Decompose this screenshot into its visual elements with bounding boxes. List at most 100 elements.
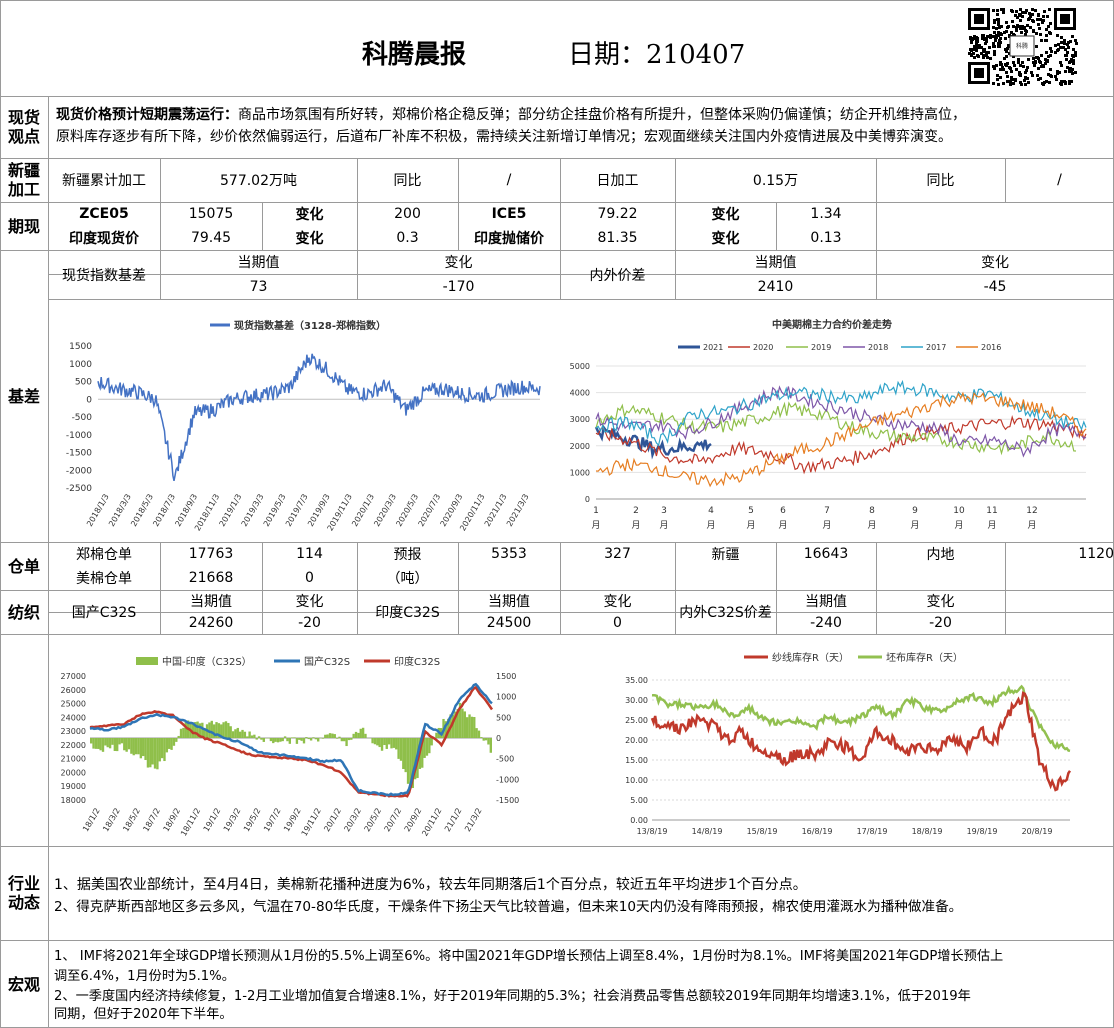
domestic-change-value: -20 bbox=[298, 615, 321, 631]
spot-heading: 现货价格预计短期震荡运行： bbox=[56, 107, 238, 123]
bar bbox=[480, 737, 483, 738]
x-tick-label: 8 bbox=[869, 506, 875, 516]
bar bbox=[454, 711, 457, 738]
bar bbox=[224, 721, 228, 738]
india-reserve-change-label: 变化 bbox=[711, 231, 740, 247]
bar bbox=[118, 738, 121, 745]
x-tick-unit: 月 bbox=[987, 520, 996, 531]
bar bbox=[361, 727, 365, 738]
legend-label: 国产C32S bbox=[304, 655, 350, 668]
bar bbox=[465, 717, 469, 738]
industry-line-1: 1、据美国农业部统计，至4月4日，美棉新花播种进度为6%，较去年同期落后1个百分… bbox=[54, 877, 807, 893]
india-spot-change-value: 0.3 bbox=[396, 230, 419, 246]
col-divider bbox=[160, 158, 161, 202]
bar bbox=[149, 738, 152, 768]
bar bbox=[234, 729, 237, 738]
zce05-value: 15075 bbox=[188, 206, 234, 222]
bar bbox=[383, 738, 386, 746]
bar bbox=[262, 738, 265, 742]
bar bbox=[305, 737, 308, 738]
y-left-tick-label: 26000 bbox=[61, 686, 86, 695]
col-divider bbox=[262, 590, 263, 634]
bar bbox=[392, 738, 396, 748]
col-divider bbox=[876, 158, 877, 202]
bar bbox=[137, 738, 140, 755]
x-tick-unit: 月 bbox=[631, 520, 640, 531]
series-line-2017 bbox=[595, 379, 1087, 447]
bar bbox=[201, 722, 204, 738]
bar bbox=[447, 718, 450, 738]
y-tick-label: 35.00 bbox=[625, 676, 648, 685]
col-divider bbox=[160, 250, 161, 299]
bar bbox=[215, 722, 218, 738]
bar bbox=[378, 738, 381, 748]
y-tick-label: 10.00 bbox=[625, 776, 648, 785]
bar bbox=[385, 738, 388, 749]
inner-outer-spread-label: 内外价差 bbox=[589, 267, 646, 284]
inland-warrant-value: 1120 bbox=[1078, 546, 1114, 562]
legend-label: 2021 bbox=[703, 343, 723, 352]
macro-line-1: 1、 IMF将2021年全球GDP增长预测从1月份的5.5%上调至6%。将中国2… bbox=[54, 949, 1004, 964]
bar bbox=[208, 722, 211, 738]
row-divider bbox=[48, 274, 1114, 275]
macro-line-2: 调至6.4%，1月份时为5.1%。 bbox=[54, 969, 235, 984]
bar bbox=[281, 738, 284, 742]
section-label-spot: 现货 观点 bbox=[7, 108, 40, 146]
bar bbox=[144, 738, 147, 761]
bar bbox=[158, 738, 161, 762]
legend-swatch bbox=[136, 657, 158, 665]
col-divider bbox=[262, 542, 263, 590]
xj-daily-label: 日加工 bbox=[596, 173, 639, 189]
y-tick-label: 1500 bbox=[69, 342, 92, 352]
col-divider bbox=[675, 250, 676, 299]
macro-line-3: 2、一季度国内经济持续修复，1-2月工业增加值复合增速8.1%，好于2019年同… bbox=[54, 989, 971, 1004]
bar bbox=[345, 738, 348, 747]
bar bbox=[324, 734, 327, 738]
industry-line-2: 2、得克萨斯西部地区多云多风，气温在70-80华氏度，干燥条件下扬尘天气比较普遍… bbox=[54, 899, 963, 915]
bar bbox=[238, 731, 242, 738]
x-tick-label: 4 bbox=[708, 506, 714, 516]
xj-cumulative-value: 577.02万吨 bbox=[220, 173, 297, 189]
y-left-tick-label: 20000 bbox=[61, 768, 86, 777]
x-tick-label: 19/3/2 bbox=[222, 807, 243, 834]
row-divider bbox=[48, 299, 1114, 300]
bar bbox=[430, 738, 433, 746]
forecast-value: 5353 bbox=[491, 546, 527, 562]
x-tick-label: 11 bbox=[986, 506, 997, 516]
bar bbox=[153, 738, 157, 769]
row-divider bbox=[0, 158, 1114, 159]
bar bbox=[279, 738, 282, 742]
chart-title: 中美期棉主力合约价差走势 bbox=[772, 318, 892, 331]
x-tick-unit: 月 bbox=[659, 520, 668, 531]
bar bbox=[130, 738, 133, 754]
label-column-divider bbox=[48, 96, 49, 1028]
zce-warrant-label: 郑棉仓单 bbox=[76, 547, 132, 563]
x-tick-unit: 月 bbox=[822, 520, 831, 531]
y-left-tick-label: 18000 bbox=[61, 796, 86, 805]
bar bbox=[298, 738, 301, 740]
spot-text-1: 商品市场氛围有所好转，郑棉价格企稳反弹；部分纺企挂盘价格有所提升，但整体采购仍偏… bbox=[238, 107, 966, 123]
bar bbox=[302, 738, 306, 744]
y-tick-label: 20.00 bbox=[625, 736, 648, 745]
bar bbox=[142, 738, 145, 757]
x-tick-label: 12 bbox=[1026, 506, 1037, 516]
bar bbox=[477, 730, 481, 738]
bar bbox=[487, 738, 490, 745]
bar bbox=[123, 738, 126, 751]
row-divider bbox=[0, 846, 1114, 847]
bar bbox=[97, 738, 100, 749]
bar bbox=[151, 738, 154, 765]
x-tick-label: 9 bbox=[912, 506, 918, 516]
x-tick-label: 15/8/19 bbox=[747, 827, 778, 836]
bar bbox=[326, 734, 329, 738]
legend-label: 印度C32S bbox=[394, 655, 440, 668]
col-divider bbox=[876, 202, 877, 250]
x-tick-label: 19/8/19 bbox=[967, 827, 998, 836]
bar bbox=[203, 728, 206, 738]
bar bbox=[92, 738, 95, 749]
col-divider bbox=[160, 542, 161, 590]
inventory-days-chart: 纱线库存R（天） 坯布库存R（天） 35.00 30.00 25.00 20.00 15.0… bbox=[625, 651, 1072, 836]
bar bbox=[309, 738, 313, 741]
row-divider bbox=[0, 96, 1114, 97]
bar bbox=[198, 723, 202, 738]
